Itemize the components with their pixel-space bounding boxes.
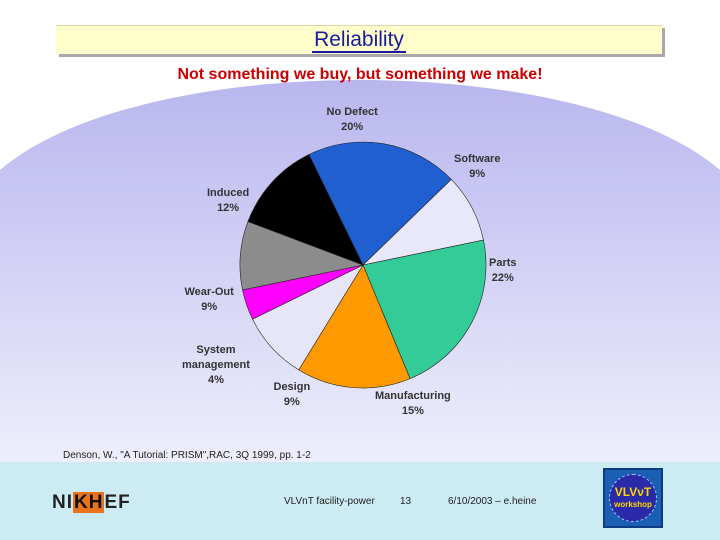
footer-date-author: 6/10/2003 – e.heine: [448, 496, 537, 507]
logo-left: NI: [52, 492, 73, 513]
pie-label-parts: Parts 22%: [489, 257, 517, 284]
nikhef-logo: NIKHEF: [52, 492, 131, 514]
pie-chart: [239, 141, 487, 389]
pie-slice-manufacturing: [298, 264, 411, 389]
pie-slice-no-defect: [308, 141, 452, 266]
pie-label-manufacturing: Manufacturing 15%: [375, 390, 451, 417]
slide-title: Reliability: [312, 28, 406, 53]
footer-bar: [0, 462, 720, 540]
page-number: 13: [400, 496, 412, 507]
pie-label-induced: Induced 12%: [207, 187, 250, 214]
pie-label-no-defect: No Defect 20%: [326, 106, 378, 133]
badge-ring: [609, 474, 657, 522]
pie-slice-induced: [247, 154, 364, 266]
badge-main: VLVνT: [614, 485, 652, 499]
badge-sub: workshop: [614, 500, 652, 509]
pie-label-design: Design 9%: [273, 381, 311, 408]
logo-right: EF: [104, 492, 131, 513]
slide-subtitle: Not something we buy, but something we m…: [177, 66, 543, 83]
logo-mid: KH: [73, 492, 105, 513]
pie-label-system-management: System management 4%: [182, 344, 250, 386]
title-banner: Reliability: [56, 25, 662, 54]
pie-label-wear-out: Wear-Out 9%: [184, 286, 234, 313]
workshop-badge-icon: VLVνT workshop: [603, 468, 663, 528]
citation: Denson, W., "A Tutorial: PRISM",RAC, 3Q …: [63, 450, 311, 461]
pie-label-software: Software 9%: [454, 153, 501, 180]
footer-center-text: VLVnT facility-power: [284, 496, 375, 507]
pie-slice-parts: [362, 239, 487, 380]
